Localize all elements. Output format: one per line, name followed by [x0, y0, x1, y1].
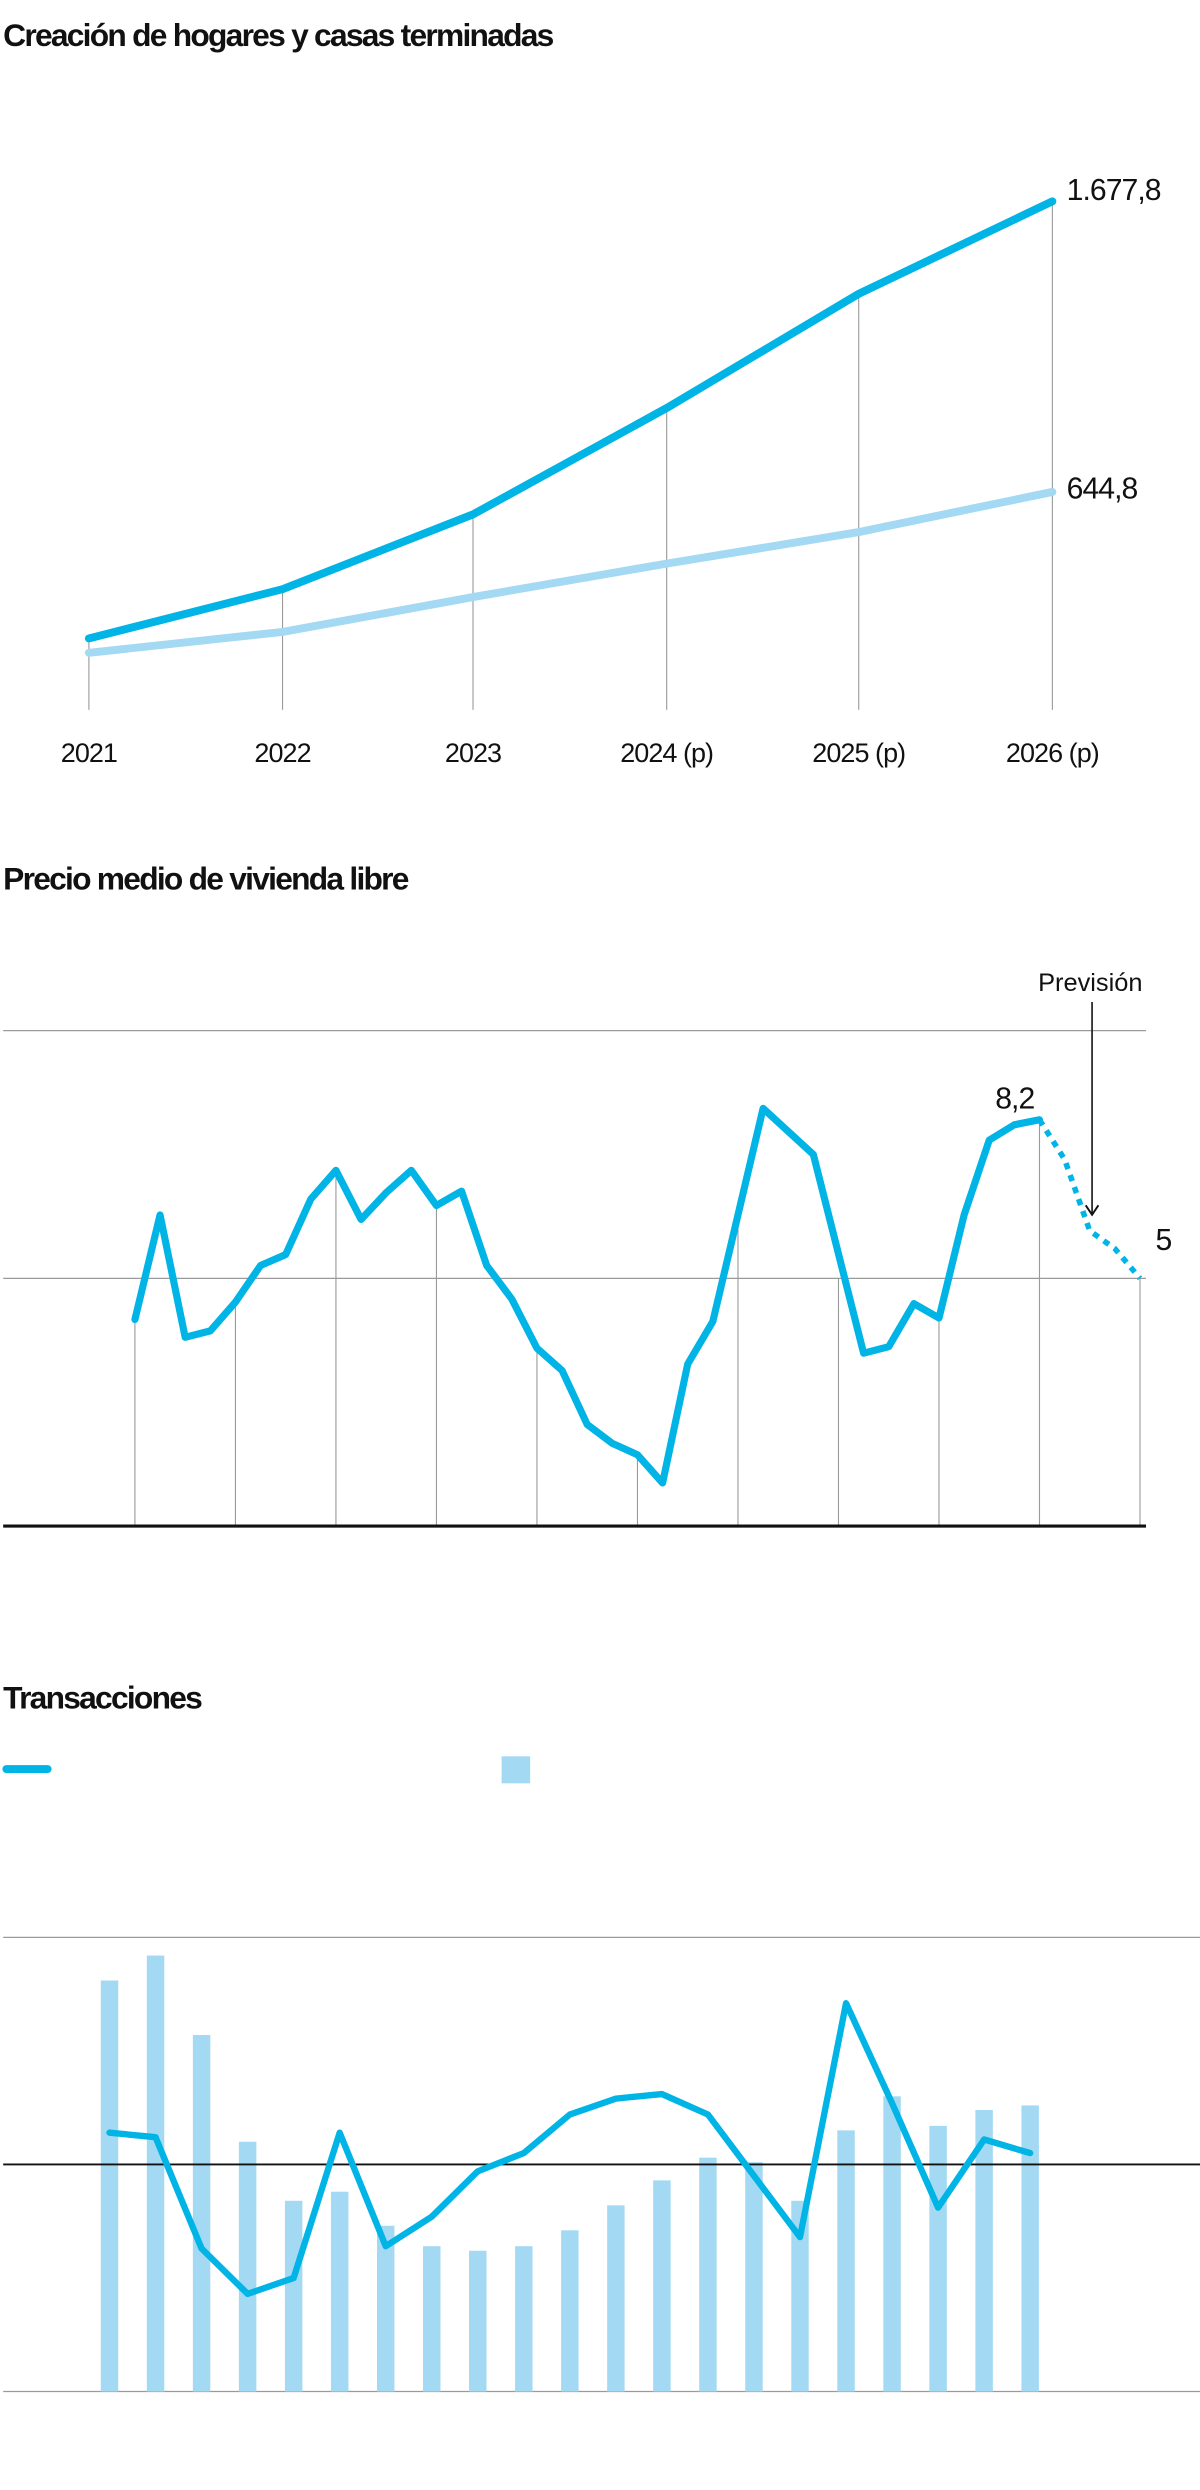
price-line-actual: [131, 1104, 1044, 1487]
x-tick-label: 2025 (p): [812, 738, 905, 768]
bar: [837, 2130, 855, 2392]
bar: [284, 2200, 303, 2392]
series-line-light: [84, 487, 1057, 657]
bar: [791, 2200, 809, 2392]
bar: [100, 1980, 119, 2392]
legend-bar-swatch: [501, 1756, 531, 1784]
transactions-line: [106, 2000, 1034, 2298]
bar: [883, 2096, 901, 2392]
x-tick-label: 2021: [61, 738, 117, 768]
price-line-forecast: [1037, 1118, 1143, 1281]
x-tick-label: 2024 (p): [620, 738, 713, 768]
bar: [192, 2035, 211, 2392]
dark-series-end-label: 1.677,8: [1067, 174, 1161, 207]
chart3-title: Transacciones: [3, 1680, 202, 1716]
arrow-head-icon: [1084, 1204, 1100, 1217]
price-chart: [3, 1029, 1147, 1528]
bar: [330, 2191, 349, 2392]
bar: [1021, 2105, 1039, 2392]
bar: [607, 2205, 625, 2392]
chart2-title: Precio medio de vivienda libre: [3, 860, 409, 896]
x-tick-label: 2023: [445, 738, 501, 768]
bar: [146, 1955, 165, 2392]
light-series-end-label: 644,8: [1067, 473, 1138, 506]
bar: [745, 2162, 763, 2392]
transactions-chart: [3, 1936, 1200, 2393]
households-chart: 2021 2022 2023 2024 (p) 2025 (p) 2026 (p): [61, 197, 1100, 768]
bar: [561, 2230, 579, 2392]
bar: [929, 2125, 947, 2392]
forecast-annotation: Previsión: [1038, 969, 1142, 997]
last-forecast-label: 5: [1156, 1224, 1172, 1257]
x-tick-label: 2022: [254, 738, 310, 768]
bar: [423, 2246, 441, 2392]
bar: [515, 2246, 533, 2392]
bar: [699, 2157, 717, 2392]
bar: [653, 2180, 671, 2392]
x-tick-label: 2026 (p): [1006, 738, 1099, 768]
bar: [975, 2109, 993, 2392]
chart1-title: Creación de hogares y casas terminadas: [3, 17, 553, 53]
series-line-dark: [84, 197, 1057, 643]
last-actual-label: 8,2: [995, 1082, 1034, 1115]
bar: [469, 2250, 487, 2392]
bar: [238, 2141, 257, 2392]
bar: [376, 2225, 395, 2392]
